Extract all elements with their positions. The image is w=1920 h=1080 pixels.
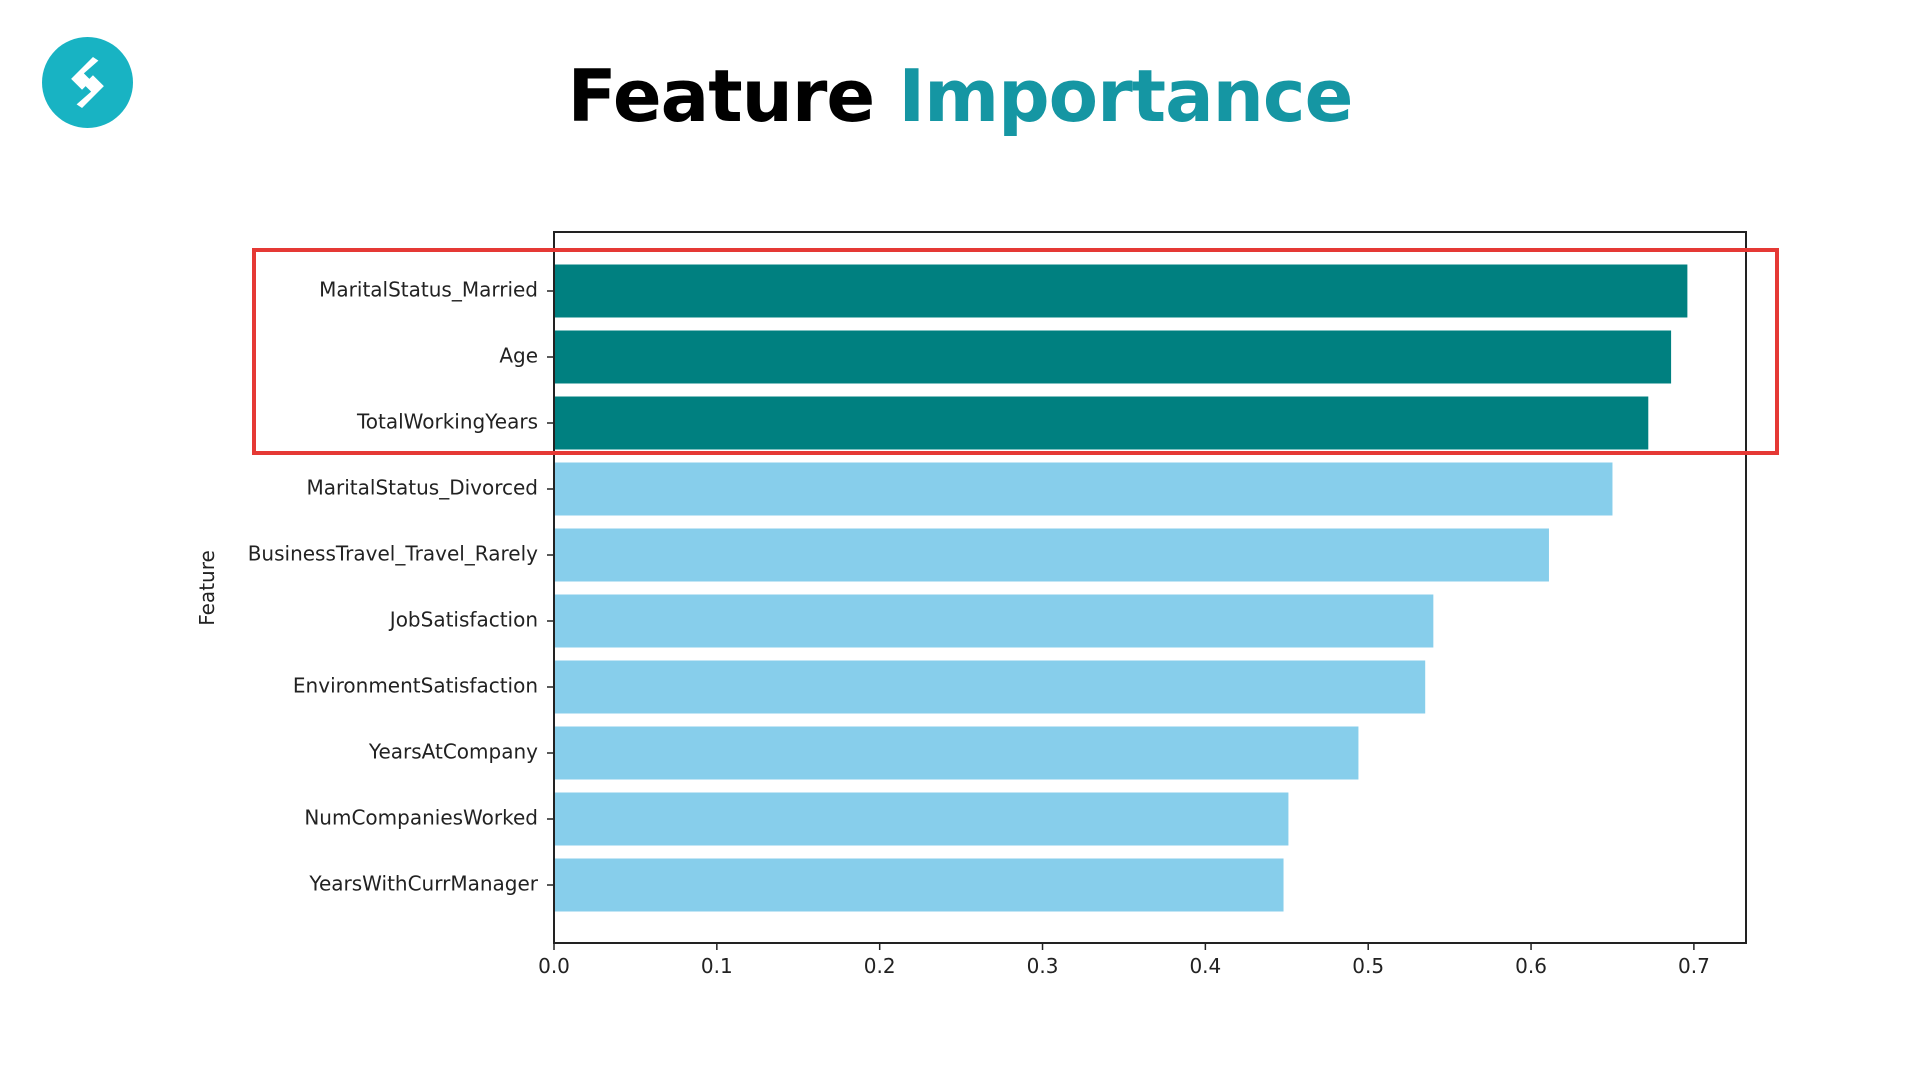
highlight-box <box>252 248 1779 455</box>
x-tick-label: 0.4 <box>1189 954 1221 978</box>
y-tick-label: TotalWorkingYears <box>356 410 538 434</box>
bar-BusinessTravel_Travel_Rarely <box>554 528 1549 582</box>
bar-EnvironmentSatisfaction <box>554 660 1426 714</box>
bar-YearsAtCompany <box>554 726 1359 780</box>
x-tick-label: 0.7 <box>1678 954 1710 978</box>
bar-MaritalStatus_Married <box>554 264 1688 318</box>
x-tick-label: 0.6 <box>1515 954 1547 978</box>
y-tick-label: YearsAtCompany <box>368 740 538 764</box>
plot-frame <box>553 231 1747 944</box>
x-tick-label: 0.1 <box>701 954 733 978</box>
y-tick-label: YearsWithCurrManager <box>308 872 538 896</box>
y-tick-label: EnvironmentSatisfaction <box>293 674 538 698</box>
x-tick-label: 0.3 <box>1027 954 1059 978</box>
bar-MaritalStatus_Divorced <box>554 462 1613 516</box>
bar-NumCompaniesWorked <box>554 792 1289 846</box>
y-tick-label: MaritalStatus_Divorced <box>307 476 538 500</box>
x-tick-label: 0.2 <box>864 954 896 978</box>
bar-TotalWorkingYears <box>554 396 1649 450</box>
title-part-1: Feature <box>567 54 876 138</box>
y-axis-label: Feature <box>195 550 219 626</box>
page-title: Feature Importance <box>0 60 1920 132</box>
x-axis: 0.0 0.1 0.2 0.3 0.4 0.5 0.6 0.7 <box>538 943 1710 978</box>
y-tick-label: MaritalStatus_Married <box>319 278 538 302</box>
y-tick-label: JobSatisfaction <box>388 608 538 632</box>
y-tick-label: Age <box>499 344 538 368</box>
bars-group <box>554 264 1688 912</box>
title-part-2: Importance <box>898 54 1353 138</box>
y-tick-label: BusinessTravel_Travel_Rarely <box>248 542 538 566</box>
y-axis: MaritalStatus_Married Age TotalWorkingYear… <box>248 278 554 896</box>
x-tick-label: 0.5 <box>1352 954 1384 978</box>
brand-logo-icon <box>42 37 133 128</box>
bar-JobSatisfaction <box>554 594 1434 648</box>
y-tick-label: NumCompaniesWorked <box>304 806 538 830</box>
x-tick-label: 0.0 <box>538 954 570 978</box>
bar-Age <box>554 330 1672 384</box>
bar-YearsWithCurrManager <box>554 858 1284 912</box>
